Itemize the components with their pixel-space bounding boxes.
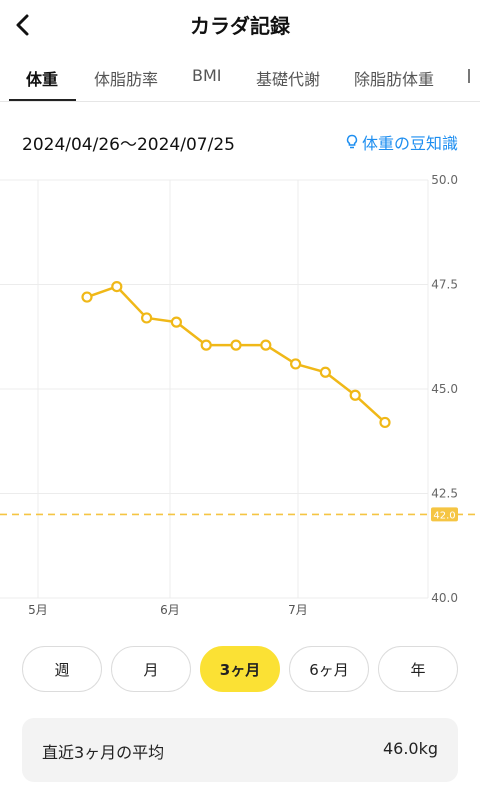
- weight-chart: 50.0 47.5 45.0 42.5 40.0 5月 6月 7月 42.0: [0, 170, 480, 620]
- period-month-button[interactable]: 月: [111, 646, 191, 692]
- lightbulb-icon: [346, 134, 358, 149]
- active-tab-indicator: [9, 99, 76, 101]
- data-point-2: [141, 312, 153, 324]
- back-button[interactable]: [8, 8, 38, 42]
- data-point-6: [260, 339, 272, 351]
- page-title: カラダ記録: [190, 14, 290, 38]
- tab-next-partial[interactable]: [468, 66, 480, 86]
- target-badge: [431, 507, 458, 522]
- weight-tips-label: 体重の豆知識: [361, 134, 458, 153]
- x-tick-label: 7月: [288, 603, 308, 617]
- data-point-9: [349, 389, 361, 401]
- data-point-3: [170, 316, 182, 328]
- period-selector: 週 月 3ヶ月 6ヶ月 年: [0, 646, 480, 694]
- range-row: 2024/04/26〜2024/07/25 体重の豆知識: [0, 126, 480, 156]
- period-6-months-button[interactable]: 6ヶ月: [289, 646, 369, 692]
- tab-lean-body-mass[interactable]: 除脂肪体重: [354, 70, 435, 89]
- average-value: 46.0kg: [382, 739, 438, 758]
- average-card: 直近3ヶ月の平均 46.0kg: [22, 718, 458, 782]
- weight-tips-link[interactable]: 体重の豆知識: [345, 130, 458, 154]
- y-tick-label: 40.0: [431, 591, 458, 605]
- weight-line-chart: 50.0 47.5 45.0 42.5 40.0 5月 6月 7月 42.0: [0, 173, 480, 617]
- target-label: 42.0: [433, 510, 455, 521]
- period-year-button[interactable]: 年: [378, 646, 458, 692]
- data-point-4: [200, 339, 212, 351]
- data-point-5: [230, 339, 242, 351]
- data-point-7: [290, 358, 302, 370]
- tab-weight[interactable]: 体重: [26, 70, 59, 89]
- tab-basal-metabolism[interactable]: 基礎代謝: [256, 70, 321, 89]
- data-point-8: [319, 366, 331, 378]
- weight-series-line: [86, 285, 386, 424]
- y-tick-label: 42.5: [431, 487, 458, 501]
- y-tick-label: 45.0: [431, 382, 458, 396]
- metric-tabs: 体重 体脂肪率 BMI 基礎代謝 除脂肪体重: [0, 52, 480, 102]
- y-tick-label: 47.5: [431, 278, 458, 292]
- tab-bmi[interactable]: BMI: [192, 66, 222, 85]
- y-tick-label: 50.0: [431, 173, 458, 187]
- data-point-0: [81, 291, 93, 303]
- average-label: 直近3ヶ月の平均: [42, 743, 165, 762]
- tab-overflow-mark: [468, 69, 470, 83]
- data-point-1: [111, 280, 123, 293]
- x-tick-label: 5月: [28, 603, 48, 617]
- data-point-10: [379, 416, 391, 429]
- date-range: 2024/04/26〜2024/07/25: [22, 135, 235, 155]
- app-header: カラダ記録: [0, 0, 480, 50]
- chevron-left-icon: [16, 14, 29, 36]
- period-week-button[interactable]: 週: [22, 646, 102, 692]
- tab-body-fat[interactable]: 体脂肪率: [94, 70, 159, 89]
- x-tick-label: 6月: [160, 603, 180, 617]
- period-3-months-button[interactable]: 3ヶ月: [200, 646, 280, 692]
